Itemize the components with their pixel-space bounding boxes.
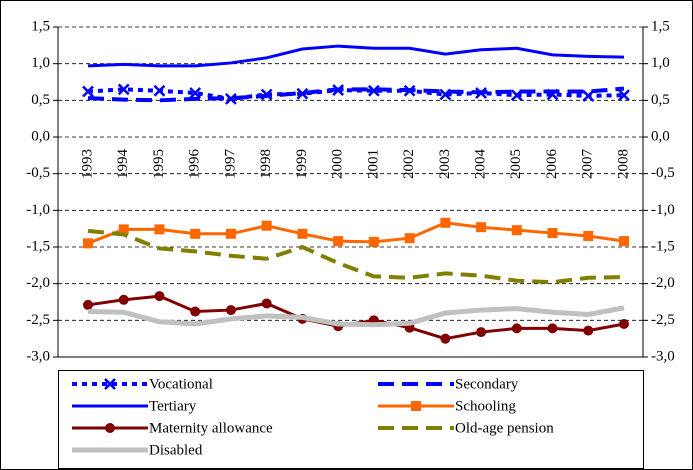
legend-label: Secondary (455, 376, 519, 392)
marker (104, 378, 116, 390)
y-tick-label: -1,0 (26, 202, 50, 218)
marker (83, 299, 93, 310)
legend-label: Maternity allowance (149, 420, 273, 436)
marker (153, 84, 166, 97)
marker (297, 228, 308, 239)
marker (82, 85, 94, 98)
series-line (87, 44, 625, 68)
y-tick-label: -0,5 (26, 165, 50, 181)
series-line (87, 305, 625, 328)
marker (154, 224, 165, 235)
x-tick-label: 2002 (401, 149, 417, 179)
marker (411, 401, 421, 411)
marker (118, 294, 129, 305)
marker (547, 228, 558, 239)
marker (440, 217, 451, 228)
x-tick-label: 1997 (222, 149, 238, 180)
x-tick-label: 1993 (79, 149, 95, 179)
x-tick-label: 2006 (544, 149, 560, 180)
y-tick-label: -2,0 (26, 275, 50, 291)
marker (404, 233, 415, 244)
marker (118, 224, 129, 235)
marker (511, 323, 522, 334)
x-tick-label: 2005 (508, 149, 524, 179)
y2-tick-label: 0,0 (651, 128, 670, 144)
marker (154, 291, 165, 302)
series-line (87, 86, 625, 103)
y2-tick-label: -2,5 (651, 312, 675, 328)
y-tick-label: -3,0 (26, 348, 50, 364)
marker (511, 225, 522, 236)
marker (583, 325, 594, 336)
x-tick-label: 2001 (365, 149, 381, 179)
marker (225, 228, 236, 239)
legend-label: Tertiary (149, 398, 197, 414)
y2-tick-label: -3,0 (651, 348, 675, 364)
legend-label: Vocational (149, 376, 213, 392)
marker (225, 305, 236, 316)
x-tick-label: 2008 (615, 149, 631, 179)
marker (619, 319, 629, 329)
marker (189, 87, 202, 99)
marker (296, 87, 309, 100)
marker (476, 222, 487, 233)
y-tick-label: -2,5 (26, 312, 50, 328)
x-tick-label: 2007 (580, 149, 596, 180)
marker (190, 306, 201, 317)
marker (261, 298, 272, 309)
legend-label: Schooling (455, 398, 516, 414)
marker (547, 323, 558, 334)
y2-tick-label: -0,5 (651, 165, 675, 181)
marker (105, 423, 115, 433)
y2-tick-label: 1,0 (651, 55, 670, 71)
x-tick-label: 2003 (437, 149, 453, 179)
y2-tick-label: 1,5 (651, 18, 670, 34)
x-tick-label: 2000 (330, 149, 346, 179)
x-tick-label: 1998 (258, 149, 274, 179)
y-tick-label: 0,5 (31, 92, 50, 108)
x-tick-label: 1995 (151, 149, 167, 179)
y-tick-label: -1,5 (26, 238, 50, 254)
marker (261, 220, 272, 231)
y2-tick-label: 0,5 (651, 92, 670, 108)
legend-label: Old-age pension (455, 420, 554, 436)
marker (619, 236, 629, 247)
y2-tick-label: -1,5 (651, 238, 675, 254)
series-line (87, 221, 625, 245)
marker (618, 89, 630, 102)
marker (190, 228, 201, 239)
x-tick-label: 1994 (115, 149, 131, 180)
legend-box (58, 370, 644, 469)
y-tick-label: 1,0 (31, 55, 50, 71)
y2-tick-label: -2,0 (651, 275, 675, 291)
marker (440, 333, 451, 344)
series-line (87, 228, 625, 285)
x-tick-label: 1996 (187, 149, 203, 180)
marker (333, 236, 344, 247)
marker (117, 83, 130, 96)
x-tick-label: 1999 (294, 149, 310, 179)
marker (368, 236, 379, 247)
marker (583, 231, 594, 241)
marker (83, 238, 93, 249)
x-tick-label: 2004 (473, 149, 489, 180)
marker (476, 327, 487, 338)
y-tick-label: 0,0 (31, 128, 50, 144)
marker (225, 92, 237, 105)
y-tick-label: 1,5 (31, 18, 50, 34)
y2-tick-label: -1,0 (651, 202, 675, 218)
legend-label: Disabled (149, 442, 203, 458)
